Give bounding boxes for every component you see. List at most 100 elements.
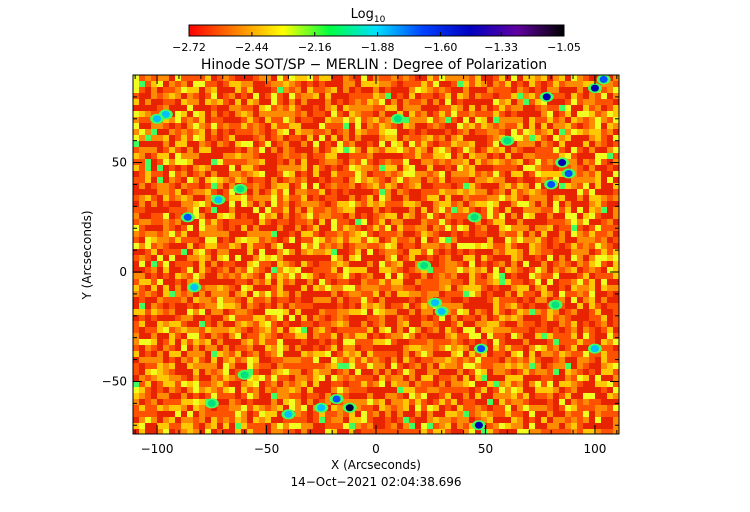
field-cell bbox=[337, 291, 343, 297]
field-cell bbox=[331, 303, 337, 309]
field-cell bbox=[259, 375, 265, 381]
field-cell bbox=[349, 393, 355, 399]
field-cell bbox=[163, 393, 169, 399]
field-cell bbox=[211, 345, 217, 351]
field-cell bbox=[139, 273, 145, 279]
field-cell bbox=[475, 357, 481, 363]
chart-title: Hinode SOT/SP − MERLIN : Degree of Polar… bbox=[201, 57, 547, 73]
field-cell bbox=[583, 129, 589, 135]
field-cell bbox=[223, 195, 229, 201]
field-cell bbox=[325, 243, 331, 249]
field-cell bbox=[271, 225, 277, 231]
field-cell bbox=[535, 393, 541, 399]
field-cell bbox=[247, 243, 253, 249]
field-cell bbox=[331, 159, 337, 165]
field-cell bbox=[313, 411, 319, 417]
field-cell bbox=[409, 279, 415, 285]
field-cell bbox=[601, 93, 607, 99]
field-cell bbox=[289, 189, 295, 195]
field-cell bbox=[301, 393, 307, 399]
concentration-core bbox=[547, 180, 556, 188]
field-cell bbox=[559, 357, 565, 363]
field-cell bbox=[427, 381, 433, 387]
field-cell bbox=[385, 75, 391, 81]
field-cell bbox=[601, 411, 607, 417]
field-cell bbox=[181, 117, 187, 123]
field-cell bbox=[553, 369, 559, 375]
field-cell bbox=[229, 249, 235, 255]
field-cell bbox=[265, 231, 271, 237]
field-cell bbox=[271, 285, 277, 291]
field-cell bbox=[325, 339, 331, 345]
field-cell bbox=[439, 327, 445, 333]
field-cell bbox=[307, 345, 313, 351]
field-cell bbox=[217, 417, 223, 423]
field-cell bbox=[607, 261, 613, 267]
field-cell bbox=[313, 297, 319, 303]
field-cell bbox=[217, 267, 223, 273]
field-cell bbox=[469, 225, 475, 231]
field-cell bbox=[349, 261, 355, 267]
field-cell bbox=[319, 87, 325, 93]
field-cell bbox=[457, 393, 463, 399]
field-cell bbox=[355, 147, 361, 153]
field-cell bbox=[145, 429, 151, 434]
field-cell bbox=[295, 201, 301, 207]
field-cell bbox=[139, 315, 145, 321]
field-cell bbox=[535, 147, 541, 153]
field-cell bbox=[565, 111, 571, 117]
field-cell bbox=[427, 345, 433, 351]
field-cell bbox=[199, 159, 205, 165]
field-cell bbox=[271, 369, 277, 375]
field-cell bbox=[391, 411, 397, 417]
field-cell bbox=[331, 369, 337, 375]
field-cell bbox=[457, 111, 463, 117]
field-cell bbox=[241, 363, 247, 369]
field-cell bbox=[511, 381, 517, 387]
field-cell bbox=[595, 321, 601, 327]
field-cell bbox=[283, 333, 289, 339]
field-cell bbox=[595, 285, 601, 291]
field-cell bbox=[163, 129, 169, 135]
field-cell bbox=[535, 207, 541, 213]
field-cell bbox=[175, 93, 181, 99]
field-cell bbox=[235, 393, 241, 399]
field-cell bbox=[235, 399, 241, 405]
field-cell bbox=[331, 81, 337, 87]
field-cell bbox=[421, 171, 427, 177]
field-cell bbox=[427, 327, 433, 333]
field-cell bbox=[553, 279, 559, 285]
field-cell bbox=[337, 183, 343, 189]
field-cell bbox=[367, 417, 373, 423]
field-cell bbox=[253, 207, 259, 213]
field-cell bbox=[283, 207, 289, 213]
field-cell bbox=[589, 423, 595, 429]
field-cell bbox=[577, 417, 583, 423]
field-cell bbox=[529, 141, 535, 147]
field-cell bbox=[553, 405, 559, 411]
field-cell bbox=[415, 129, 421, 135]
field-cell bbox=[421, 249, 427, 255]
field-cell bbox=[247, 405, 253, 411]
field-cell bbox=[265, 333, 271, 339]
field-cell bbox=[433, 273, 439, 279]
field-cell bbox=[505, 285, 511, 291]
field-cell bbox=[349, 423, 355, 429]
field-cell bbox=[475, 267, 481, 273]
field-cell bbox=[583, 315, 589, 321]
field-cell bbox=[349, 345, 355, 351]
field-cell bbox=[355, 285, 361, 291]
field-cell bbox=[451, 399, 457, 405]
field-cell bbox=[139, 243, 145, 249]
field-cell bbox=[199, 357, 205, 363]
field-cell bbox=[133, 423, 139, 429]
field-cell bbox=[391, 201, 397, 207]
field-cell bbox=[373, 315, 379, 321]
field-cell bbox=[181, 321, 187, 327]
field-cell bbox=[193, 327, 199, 333]
field-cell bbox=[403, 381, 409, 387]
field-cell bbox=[511, 279, 517, 285]
field-cell bbox=[499, 147, 505, 153]
field-cell bbox=[217, 375, 223, 381]
field-cell bbox=[493, 99, 499, 105]
